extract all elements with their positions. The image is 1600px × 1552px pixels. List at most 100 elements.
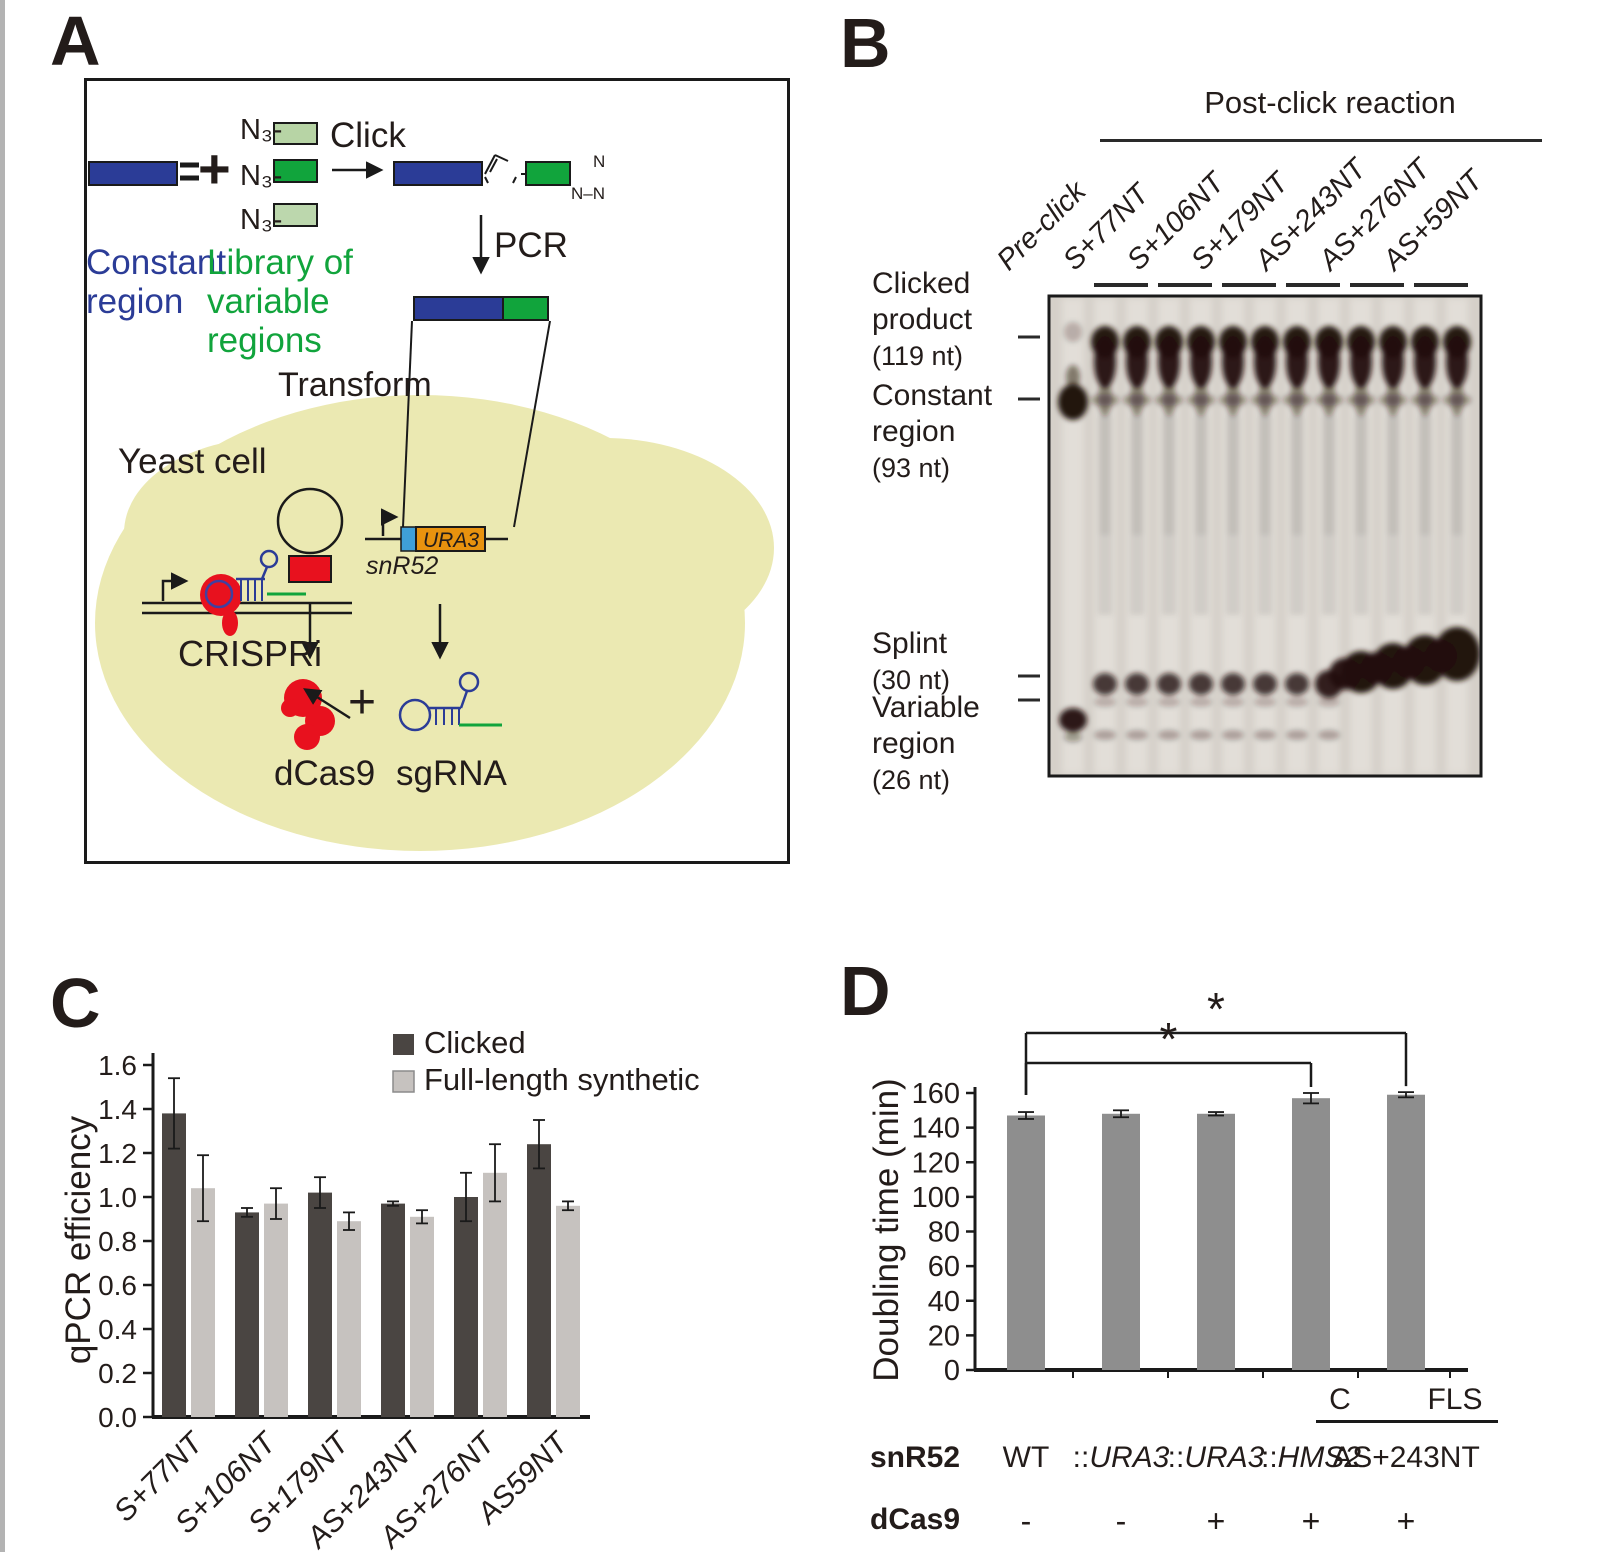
gel-border xyxy=(1047,294,1483,778)
band-constant-faint xyxy=(1315,394,1343,406)
y-tick-label: 0 xyxy=(944,1355,960,1387)
band-preclick-faint xyxy=(1064,322,1082,342)
lane-smear xyxy=(1324,415,1334,535)
plus-sign-2: + xyxy=(348,676,377,729)
band-constant-faint xyxy=(1251,394,1279,406)
y-tick-label: 80 xyxy=(928,1217,960,1249)
bar-doubling-4 xyxy=(1387,1094,1425,1370)
band-label-splint: Splint (30 nt) xyxy=(872,626,950,698)
band-splint-30nt xyxy=(1253,673,1277,695)
legend-label-clicked: Clicked xyxy=(424,1025,526,1060)
condition-cell: + xyxy=(1301,1503,1321,1539)
sgrna-label: sgRNA xyxy=(396,754,507,793)
lane-pair-dash xyxy=(1414,283,1468,287)
band-constant-faint xyxy=(1283,394,1311,406)
band-splint-heavy xyxy=(1329,658,1361,690)
row-header-dCas9: dCas9 xyxy=(870,1503,961,1536)
row-header-snR52: snR52 xyxy=(870,1441,961,1474)
sgrna-icon xyxy=(398,671,502,732)
lane-pair-dash xyxy=(1094,283,1148,287)
bar-fls-3 xyxy=(410,1216,434,1417)
lane-smear xyxy=(1228,415,1238,535)
panel-d-letter: D xyxy=(840,952,891,1030)
left-edge-strip xyxy=(0,0,5,1552)
band-label-line: Constant xyxy=(872,379,993,412)
dcas9-label: dCas9 xyxy=(274,754,376,793)
ura3-label: URA3 xyxy=(422,529,480,552)
y-tick-label: 0.4 xyxy=(98,1314,137,1345)
bar-clicked-5 xyxy=(527,1144,551,1417)
n3-label-2: N₃- xyxy=(240,160,283,192)
band-constant-faint xyxy=(1219,394,1247,406)
alkyne-symbol xyxy=(180,162,199,181)
lane-pair-dash xyxy=(1222,283,1276,287)
bar-clicked-3 xyxy=(381,1203,405,1417)
yeast-cell-label: Yeast cell xyxy=(118,442,267,481)
cell-gene-name: URA3 xyxy=(1184,1441,1265,1474)
post-click-header: Post-click reaction xyxy=(1204,85,1456,120)
band-label-clicked-product: Clicked product (119 nt) xyxy=(872,266,972,374)
band-splint-sub xyxy=(1318,697,1340,707)
y-tick-label: 120 xyxy=(912,1147,960,1179)
y-tick-label: 160 xyxy=(912,1078,960,1110)
y-axis-title: Doubling time (min) xyxy=(867,1078,906,1381)
panel-c-letter: C xyxy=(50,964,101,1042)
band-preclick-tail xyxy=(1066,365,1080,389)
triazole-ring xyxy=(484,154,526,184)
band-clicked-119nt xyxy=(1350,336,1372,388)
band-label-constant-region: Constant region (93 nt) xyxy=(872,378,992,486)
band-constant-faint xyxy=(1123,394,1151,406)
lane-smear xyxy=(1420,415,1430,535)
band-splint-30nt xyxy=(1157,673,1181,695)
panel-a-box xyxy=(84,78,790,864)
band-constant-93nt xyxy=(1058,384,1088,420)
lane-smear xyxy=(1292,415,1302,535)
azide-bar-3 xyxy=(273,203,318,227)
cell-prefix: :: xyxy=(1072,1441,1090,1474)
y-tick-label: 1.2 xyxy=(98,1138,137,1169)
panel-b-letter: B xyxy=(840,4,891,82)
y-tick-label: 60 xyxy=(928,1251,960,1283)
bar-fls-1 xyxy=(264,1203,288,1417)
y-tick-label: 0.6 xyxy=(98,1270,137,1301)
band-constant-faint xyxy=(1411,394,1439,406)
band-label-size: (26 nt) xyxy=(872,765,951,795)
legend-swatch-clicked xyxy=(393,1034,414,1055)
band-constant-faint xyxy=(1155,394,1183,406)
bar-clicked-1 xyxy=(235,1212,259,1417)
bar-fls-5 xyxy=(556,1205,580,1417)
sig-asterisk: * xyxy=(1160,1013,1178,1065)
n3-label-3: N₃- xyxy=(240,204,283,236)
bar-doubling-0 xyxy=(1007,1115,1045,1370)
panel-a-letter: A xyxy=(50,2,101,80)
lane-smear xyxy=(1356,415,1366,535)
band-splint-sub xyxy=(1286,697,1308,707)
band-constant-faint xyxy=(1379,394,1407,406)
assembly-to-crispri-arrow xyxy=(303,688,351,720)
crispri-promoter-arrow xyxy=(161,572,189,601)
pcr-label: PCR xyxy=(494,226,568,265)
band-clicked-119nt xyxy=(1318,336,1340,388)
band-label-line: Splint xyxy=(872,627,948,660)
y-tick-label: 0.8 xyxy=(98,1226,137,1257)
band-clicked-119nt xyxy=(1190,336,1212,388)
band-variable-faint xyxy=(1318,730,1340,740)
bar-doubling-2 xyxy=(1197,1113,1235,1370)
band-constant-faint xyxy=(1091,394,1119,406)
band-label-line: product xyxy=(872,303,973,336)
cell-prefix: :: xyxy=(1260,1441,1278,1474)
snr52-label: snR52 xyxy=(366,552,439,580)
cell-gene-name: URA3 xyxy=(1089,1441,1170,1474)
band-splint-heavy xyxy=(1425,640,1457,672)
azide-bar-1 xyxy=(273,122,318,145)
bar-doubling-3 xyxy=(1292,1098,1330,1370)
transform-label: Transform xyxy=(278,366,432,404)
snr52-leader-box xyxy=(400,526,417,552)
band-label-size: (93 nt) xyxy=(872,453,951,483)
condition-cell: AS+243NT xyxy=(1332,1441,1480,1474)
band-clicked-119nt xyxy=(1158,336,1180,388)
y-axis-title: qPCR efficiency xyxy=(59,1115,98,1364)
cell-gene-name: HMS2 xyxy=(1277,1441,1362,1474)
band-splint-30nt xyxy=(1285,673,1309,695)
band-constant-faint xyxy=(1443,394,1471,406)
